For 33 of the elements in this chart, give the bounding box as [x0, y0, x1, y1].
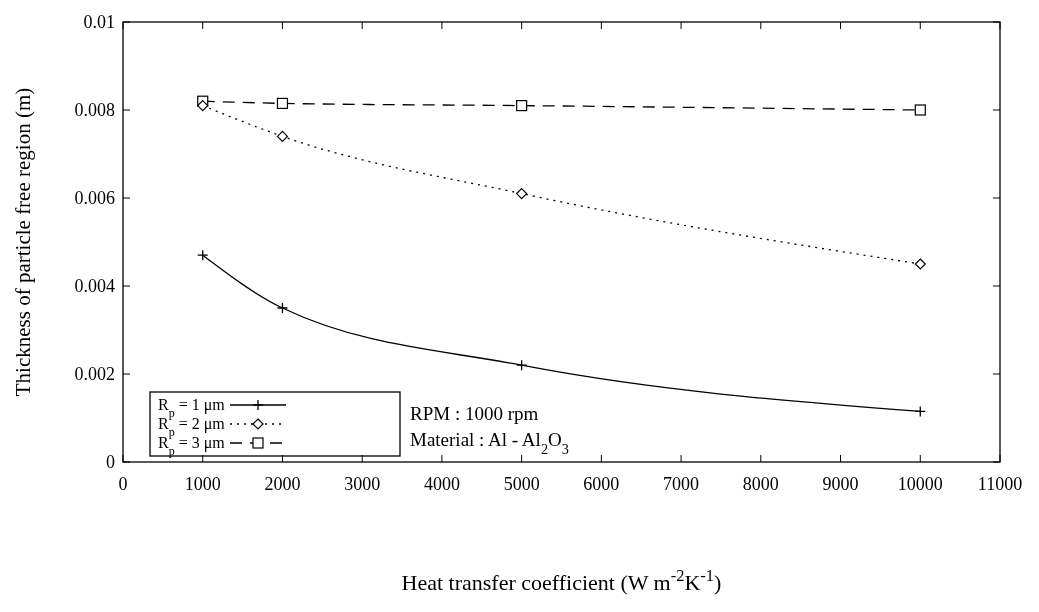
x-tick-label: 11000: [977, 474, 1023, 494]
point: [914, 405, 926, 418]
x-tick-label: 0: [118, 474, 128, 494]
annotation: Material : Al - Al$_{2}$O$_{3}$: [410, 429, 569, 457]
x-tick-label: 2000: [264, 474, 301, 494]
point: [515, 359, 528, 371]
y-tick-label: 0.01: [83, 12, 115, 32]
x-tick-label: 7000: [663, 474, 700, 494]
x-tick-label: 5000: [503, 474, 540, 494]
point: [516, 100, 528, 112]
point: [914, 104, 926, 116]
x-tick-label: 3000: [344, 474, 381, 494]
x-tick-label: 1000: [184, 474, 221, 494]
y-axis-title: Thickness of particle free region (m): [11, 87, 35, 397]
y-tick-label: 0.008: [74, 100, 115, 120]
y-tick-label: 0.006: [74, 188, 115, 208]
annotation: RPM : 1000 rpm: [410, 403, 539, 424]
x-tick-label: 8000: [742, 474, 779, 494]
point: [197, 249, 209, 261]
y-tick-label: 0.004: [74, 276, 115, 296]
point: [276, 130, 289, 142]
x-tick-label: 4000: [423, 474, 460, 494]
x-axis-title: Heat transfer coefficient (W m$^{-2}$K$^{-1}$): [401, 565, 722, 595]
x-tick-label: 10000: [897, 474, 943, 494]
point: [914, 258, 926, 270]
y-tick-label: 0: [106, 452, 115, 472]
point: [197, 100, 209, 112]
x-tick-label: 9000: [822, 474, 859, 494]
y-tick-label: 0.002: [74, 364, 115, 384]
point: [276, 97, 289, 109]
point: [276, 302, 289, 314]
point: [516, 188, 528, 200]
x-tick-label: 6000: [583, 474, 620, 494]
